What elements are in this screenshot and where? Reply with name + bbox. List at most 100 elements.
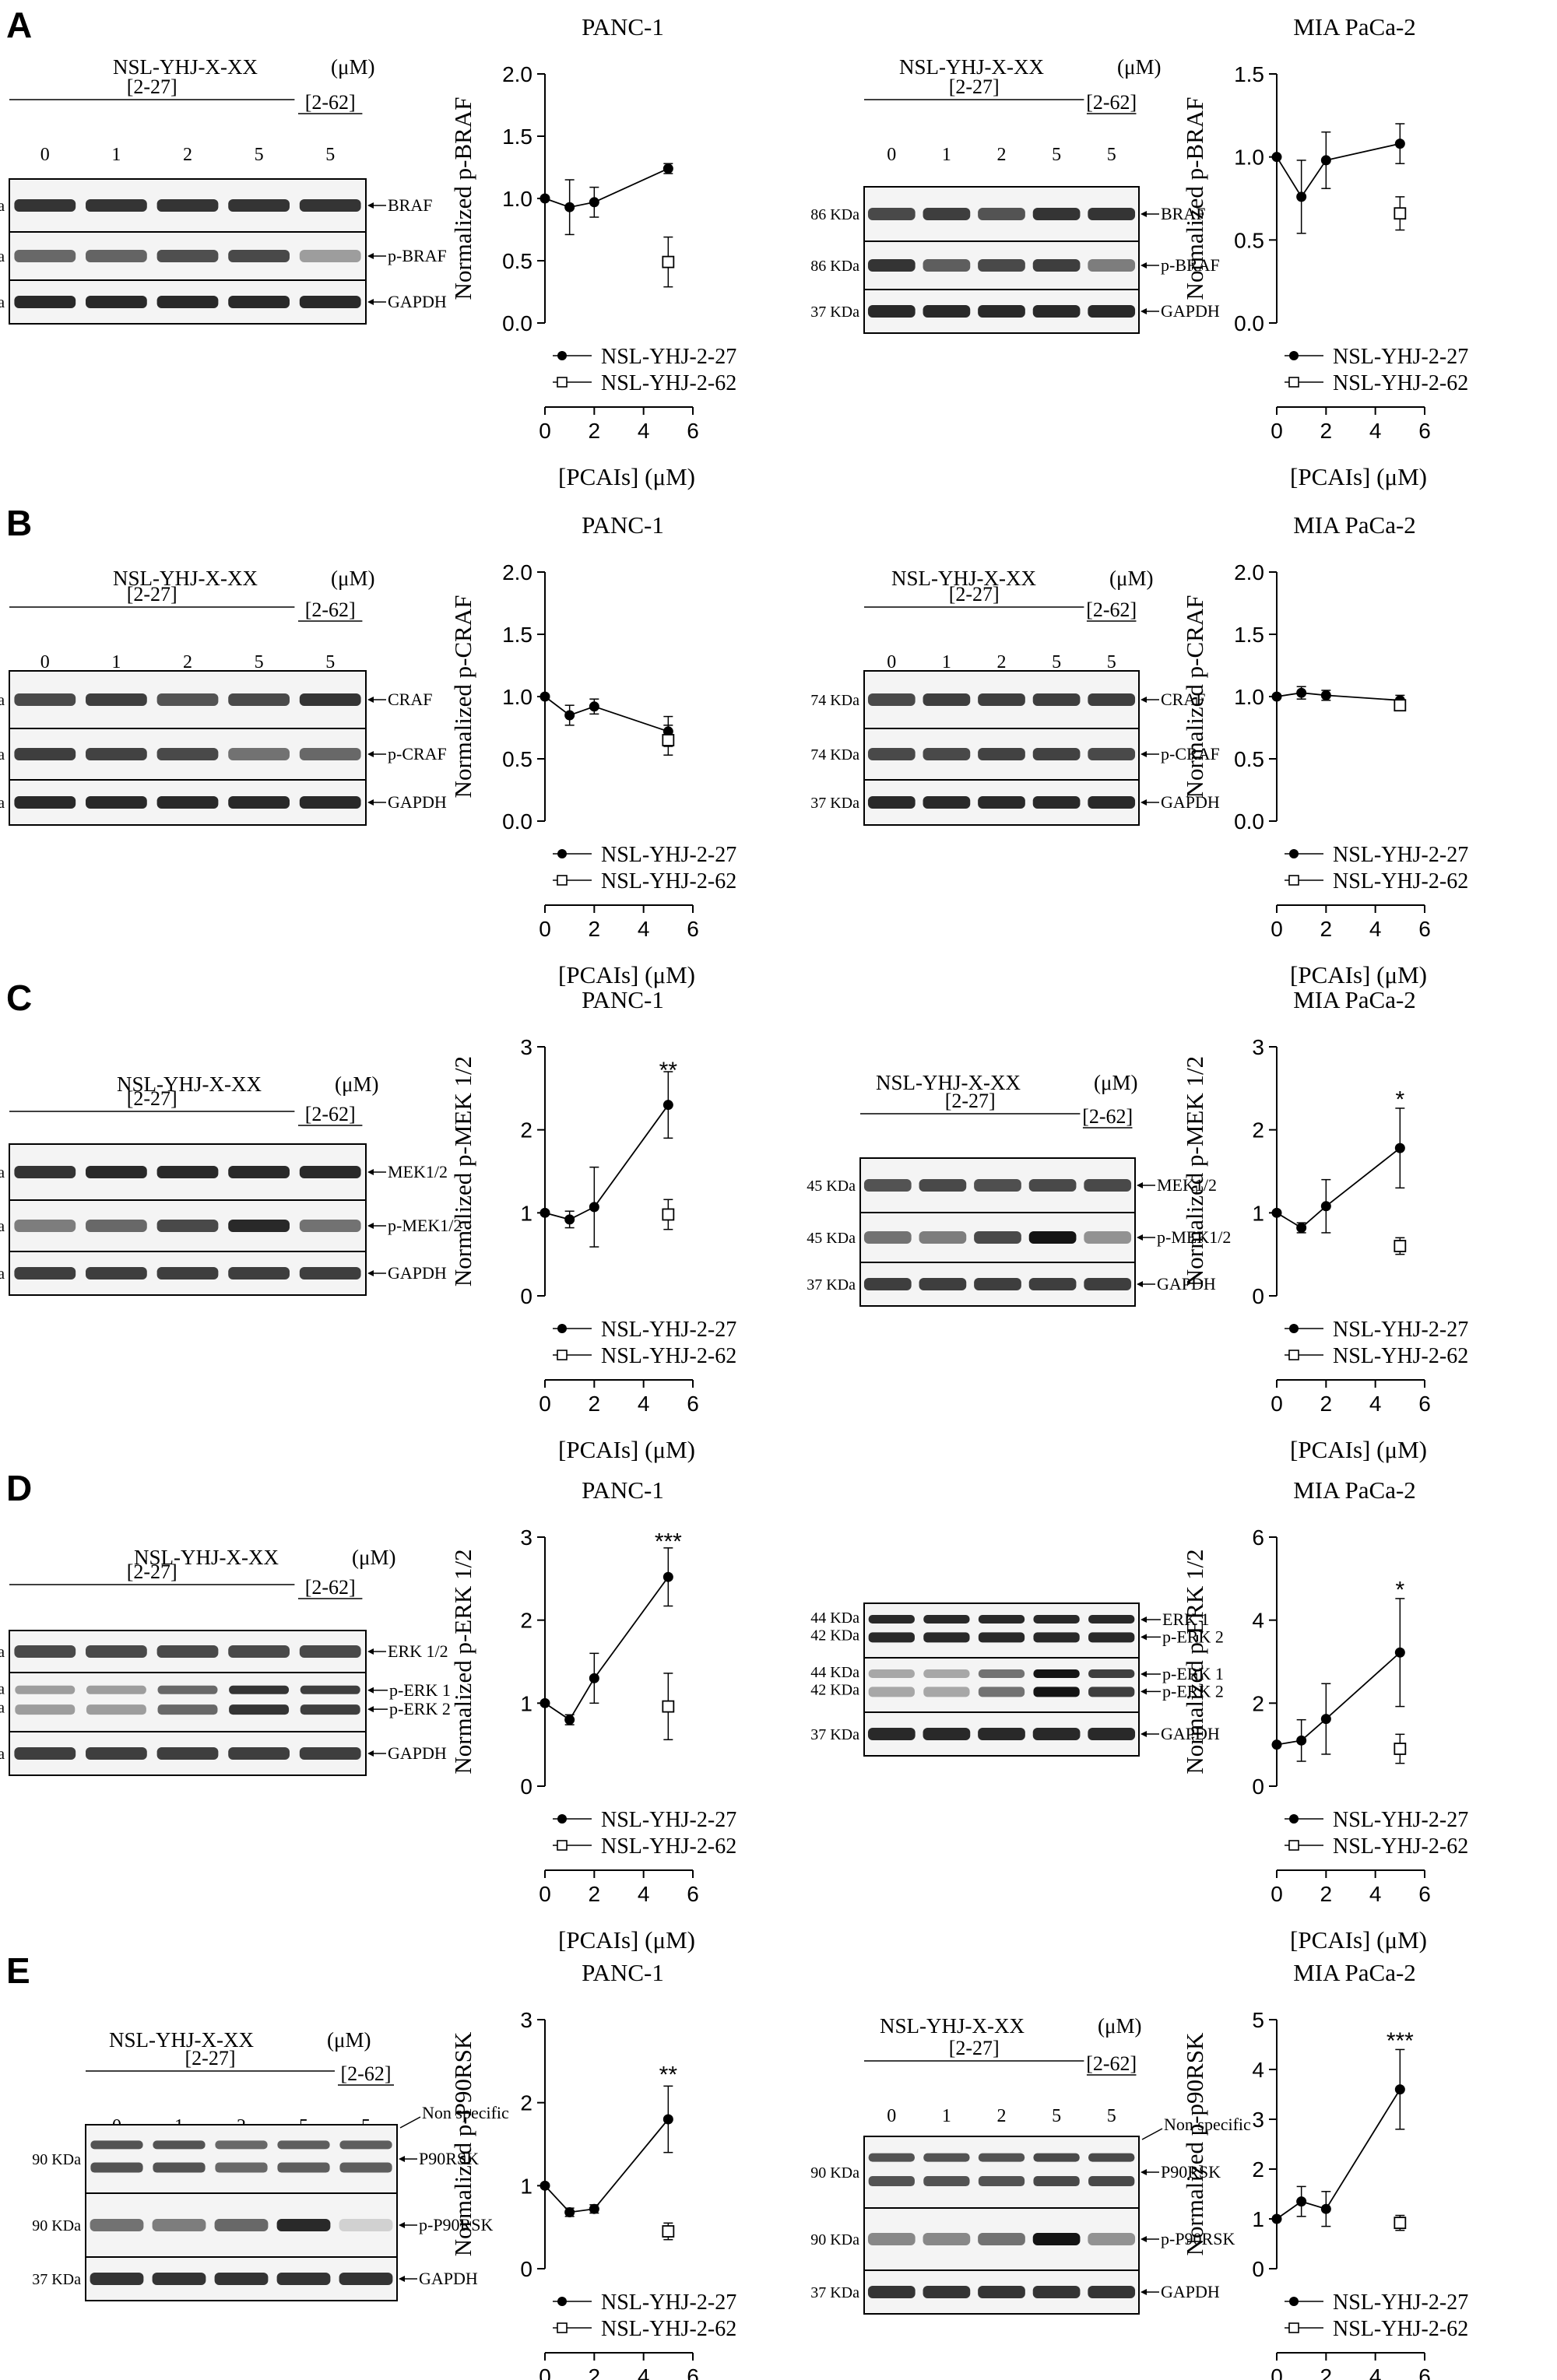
legend-label: NSL-YHJ-2-27 xyxy=(601,2290,736,2315)
arrow-icon xyxy=(399,2116,421,2129)
legend-marker xyxy=(1288,1350,1299,1360)
y-tick-label: 3 xyxy=(1252,1035,1264,1059)
mw-label: 86 KDa xyxy=(0,198,5,215)
series-line xyxy=(544,167,669,209)
chart-left: 0.0 0.5 1.0 1.5 2.0 Normalized p-CRAF 0 2 4 6 [PCA… xyxy=(449,511,736,988)
y-axis-label: Normalized p-P90RSK xyxy=(449,2031,476,2256)
series-line xyxy=(1276,1652,1401,1746)
group2-label: [2-62] xyxy=(1086,2052,1137,2075)
protein-label: MEK1/2 xyxy=(1157,1175,1217,1195)
y-tick-label: 0 xyxy=(1252,1774,1264,1799)
y-tick-label: 0.5 xyxy=(502,747,532,771)
x-axis-label: [PCAIs] (μM) xyxy=(1290,1926,1427,1953)
legend-marker xyxy=(557,1814,567,1824)
blot-band xyxy=(868,1687,915,1697)
data-point xyxy=(663,163,673,174)
series-2 xyxy=(1394,196,1407,231)
mw-label: 90 KDa xyxy=(32,2151,81,2168)
data-point xyxy=(662,255,675,269)
lane-label: 2 xyxy=(997,145,1007,165)
panel-letter: E xyxy=(6,1950,30,1991)
y-axis-label: Normalized p-ERK 1/2 xyxy=(1181,1549,1208,1774)
chart-left: 0 1 2 3 Normalized p-MEK 1/2 0 2 4 6 [PCAIs] (μM)… xyxy=(449,986,736,1463)
x-tick-label: 4 xyxy=(1369,917,1382,941)
blot-band xyxy=(215,2162,268,2173)
group2-label: [2-62] xyxy=(305,1103,356,1125)
data-point xyxy=(540,1207,550,1218)
blot-band xyxy=(923,2153,970,2162)
blot-band xyxy=(1084,1179,1132,1192)
blot-band xyxy=(156,250,219,262)
blot-band xyxy=(1032,259,1081,272)
arrow-head-icon xyxy=(367,1706,374,1713)
blot-band xyxy=(923,2286,971,2298)
y-axis-label: Normalized p-p90RSK xyxy=(1181,2032,1208,2255)
protein-label: CRAF xyxy=(388,690,432,709)
cell-line-title: PANC-1 xyxy=(582,511,664,539)
legend-marker xyxy=(1289,849,1299,858)
x-axis-label: [PCAIs] (μM) xyxy=(1290,463,1427,490)
x-tick-label: 6 xyxy=(1418,419,1431,443)
blot-band xyxy=(156,199,219,212)
protein-label: p-MEK1/2 xyxy=(388,1216,462,1235)
significance-mark: ** xyxy=(659,2062,678,2088)
lane-label: 5 xyxy=(1107,145,1116,165)
protein-label: GAPDH xyxy=(1161,792,1220,812)
blot-compound-label: NSL-YHJ-X-XX xyxy=(117,1072,262,1096)
group1-label: [2-27] xyxy=(127,1560,177,1583)
protein-label: p-CRAF xyxy=(1161,744,1220,763)
western-blot-left: NSL-YHJ-X-XX(μM)[2-27][2-62]0125545 KDaM… xyxy=(0,1072,462,1296)
group1-label: [2-27] xyxy=(945,1090,996,1112)
blot-band xyxy=(1033,1632,1080,1643)
protein-label: p-BRAF xyxy=(1161,255,1220,275)
blot-band xyxy=(339,2140,392,2150)
panel-C-right: NSL-YHJ-X-XX(μM)[2-27][2-62]0125545 KDaM… xyxy=(807,986,1468,1463)
blot-band xyxy=(86,796,147,809)
x-tick-label: 0 xyxy=(1271,917,1283,941)
lane-label: 1 xyxy=(111,652,121,672)
series-2 xyxy=(662,725,675,756)
series-2 xyxy=(1394,699,1407,712)
legend-label: NSL-YHJ-2-27 xyxy=(601,1318,736,1342)
lane-label: 5 xyxy=(325,145,335,165)
blot-band xyxy=(156,796,219,809)
series-1 xyxy=(1271,1598,1405,1762)
x-axis-label: [PCAIs] (μM) xyxy=(558,1926,695,1953)
panel-letter: A xyxy=(6,5,32,45)
chart-right: 0 2 4 6 Normalized p-ERK 1/2 0 2 4 6 [PCAIs] (μM)… xyxy=(1181,1476,1468,1953)
legend-label: NSL-YHJ-2-62 xyxy=(601,1344,736,1368)
panel-A-right: NSL-YHJ-X-XX (μM) [2-27] [2-62] 0 1 2 5 5 86 KDa B… xyxy=(810,13,1468,490)
data-point xyxy=(662,2225,675,2238)
legend-marker xyxy=(557,875,568,886)
blot-band xyxy=(1032,1728,1081,1740)
western-blot-left: NSL-YHJ-X-XX (μM) [2-27] [2-62] 0 1 2 5 5 86 KDa B… xyxy=(0,55,447,325)
blot-band xyxy=(228,250,290,262)
blot-band xyxy=(228,796,290,809)
legend-label: NSL-YHJ-2-27 xyxy=(1333,1318,1468,1342)
blot-band xyxy=(156,1645,219,1658)
blot-unit-label: (μM) xyxy=(327,2028,371,2052)
x-axis-label: [PCAIs] (μM) xyxy=(558,1436,695,1463)
blot-band xyxy=(153,2140,206,2150)
y-tick-label: 0.0 xyxy=(502,809,532,834)
protein-label: CRAF xyxy=(1161,690,1205,709)
mw-label: 37 KDa xyxy=(807,1276,856,1294)
blot-band xyxy=(923,1669,970,1678)
arrow-head-icon xyxy=(1141,799,1147,806)
legend-label: NSL-YHJ-2-27 xyxy=(1333,2290,1468,2315)
data-point xyxy=(540,2180,550,2191)
data-point xyxy=(1296,1223,1307,1234)
x-tick-label: 0 xyxy=(539,1392,551,1416)
significance-mark: * xyxy=(1395,1086,1404,1112)
y-tick-label: 4 xyxy=(1252,2058,1264,2082)
mw-label: 74 KDa xyxy=(0,692,5,709)
legend-marker xyxy=(557,1350,568,1360)
arrow-head-icon xyxy=(367,1687,374,1694)
x-tick-label: 4 xyxy=(638,1882,650,1906)
blot-band xyxy=(868,2176,915,2187)
y-axis-label: Normalized p-MEK 1/2 xyxy=(1181,1056,1208,1287)
blot-band xyxy=(978,2153,1025,2162)
legend-marker xyxy=(557,1840,568,1851)
blot-band xyxy=(156,296,219,308)
